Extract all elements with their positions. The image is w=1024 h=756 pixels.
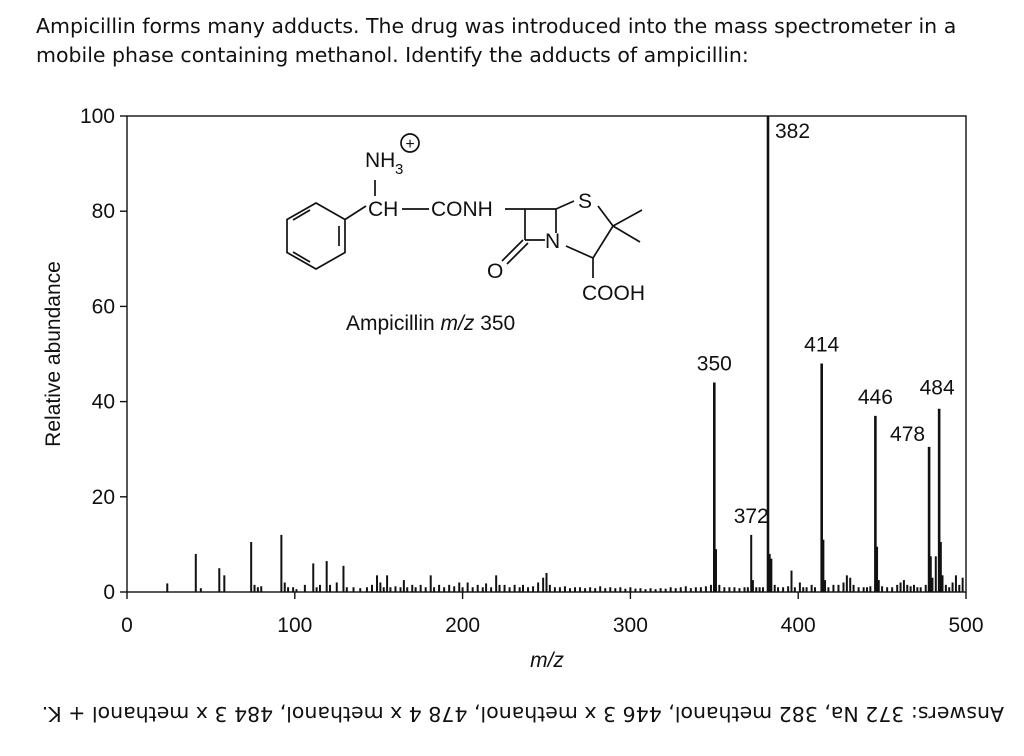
caption-prefix: Ampicillin [346,312,441,335]
peaks-group [166,116,964,592]
x-tick-label-500: 500 [948,614,983,637]
y-tick-label-100: 100 [80,105,115,128]
ch-label: CH [368,198,398,221]
answer-text: Answers: 372 Na, 382 methanol, 446 3 x m… [41,702,1004,726]
methyl-bond-1 [612,209,643,227]
peak-label-414: 414 [804,334,839,357]
peak-labels-group: 350 372 382 414 446 478 484 [697,120,955,528]
positive-charge-sign: + [405,136,414,153]
benzene-inner-bond-2 [292,251,311,263]
peak-label-372: 372 [734,505,769,528]
oxygen-label: O [487,260,503,283]
x-tick-label-100: 100 [277,614,312,637]
thiazolidine-bond-2 [597,205,614,227]
nh3-label: NH [365,149,395,172]
y-tick-label-20: 20 [92,486,115,509]
conh-label: CONH [431,198,493,221]
x-axis-label: m/z [530,649,564,672]
ampicillin-structure: + [286,133,643,278]
thiazolidine-bond-1 [555,200,575,210]
plot-frame [126,115,967,593]
carbonyl-bond-2 [506,242,529,265]
caption-value: 350 [474,312,515,335]
ring-to-ch-bond [344,205,367,221]
structure-caption: Ampicillin m/z 350 [346,312,515,335]
y-tick-label-0: 0 [103,581,115,604]
y-axis-label: Relative abundance [42,261,65,447]
peak-label-446: 446 [858,386,893,409]
methyl-bond-2 [612,225,641,243]
sulfur-label: S [578,190,592,213]
cooh-label: COOH [582,282,645,305]
carbonyl-bond-1 [501,239,524,262]
mass-spectrum-chart: + NH 3 CH CONH S N O COOH Ampicillin m/z… [42,105,984,672]
y-tick-label-60: 60 [92,295,115,318]
benzene-ring [286,202,346,270]
x-tick-label-300: 300 [613,614,648,637]
peak-label-484: 484 [920,377,955,400]
thiazolidine-bond-4 [565,245,594,259]
axes-group: 0 20 40 60 80 100 0 100 200 300 400 500 [80,105,984,637]
x-tick-label-200: 200 [445,614,480,637]
question-text: Ampicillin forms many adducts. The drug … [36,14,957,67]
y-tick-label-40: 40 [92,391,115,414]
peak-label-382: 382 [775,120,810,143]
caption-mz: m/z [441,312,475,335]
nitrogen-label: N [545,230,560,253]
nh3-subscript: 3 [395,161,403,178]
peak-label-478: 478 [890,423,925,446]
y-tick-label-80: 80 [92,200,115,223]
thiazolidine-bond-3 [592,225,614,259]
positive-charge-circle [400,133,420,153]
x-tick-label-0: 0 [121,614,133,637]
x-tick-label-400: 400 [781,614,816,637]
peak-label-350: 350 [697,353,732,376]
benzene-inner-bond-3 [292,209,311,221]
